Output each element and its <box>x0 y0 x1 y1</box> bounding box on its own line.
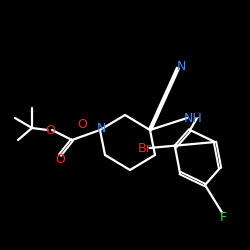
Text: O: O <box>77 118 87 132</box>
Text: O: O <box>55 153 65 166</box>
Text: Br: Br <box>138 142 151 154</box>
Text: N: N <box>176 60 186 73</box>
Text: NH: NH <box>184 112 203 124</box>
Text: O: O <box>45 124 55 136</box>
Text: N: N <box>96 122 106 135</box>
Text: F: F <box>220 211 227 224</box>
